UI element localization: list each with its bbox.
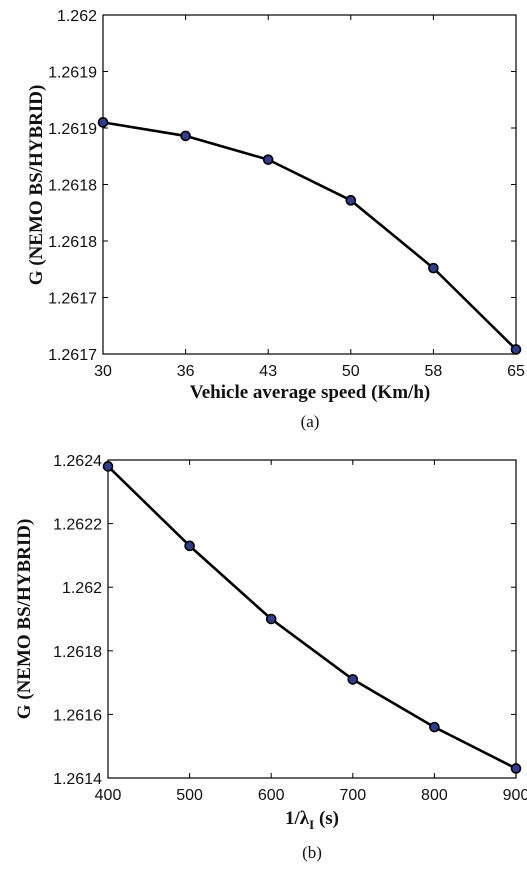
x-axis-title-b-subscript: I: [309, 817, 314, 832]
data-point: [97, 117, 109, 128]
x-tick-label: 800: [421, 787, 448, 804]
data-point: [184, 540, 195, 552]
y-tick-label: 1.2616: [53, 707, 102, 724]
data-point: [510, 763, 522, 774]
data-point: [429, 721, 440, 733]
plot-area-frame-b: [107, 459, 517, 779]
data-point: [102, 461, 114, 472]
y-tick-label: 1.2624: [53, 453, 102, 470]
x-tick-label: 400: [95, 787, 122, 804]
axis-ticks-a: 30 36 43 50 58 65 1.2617 1.2617 1.2618 1.2618 1.26…: [48, 8, 525, 380]
series-line: [102, 121, 517, 351]
x-axis-title-a: Vehicle average speed (Km/h): [190, 382, 430, 403]
data-point: [428, 262, 439, 274]
x-axis-title-b: 1/λI (s): [285, 808, 339, 832]
x-tick-label: 36: [177, 363, 195, 380]
y-tick-label: 1.262: [57, 8, 97, 25]
y-tick-label: 1.262: [62, 580, 102, 597]
data-point: [262, 154, 274, 165]
x-tick-label: 500: [176, 787, 203, 804]
x-tick-label: 43: [259, 363, 277, 380]
x-tick-label: 65: [507, 363, 525, 380]
series-line: [107, 465, 517, 770]
chart-a: 30 36 43 50 58 65 1.2617 1.2617 1.2618 1.2618 1.26…: [26, 8, 525, 431]
y-axis-title-b: G (NEMO BS/HYBRID): [14, 519, 35, 720]
x-tick-label: 50: [342, 363, 360, 380]
chart-b: 400 500 600 700 800 900 1.2614 1.2616 1.2618 1.26…: [14, 453, 527, 862]
y-tick-label: 1.2622: [53, 517, 102, 534]
series-a: [97, 117, 522, 355]
y-tick-label: 1.2619: [48, 121, 97, 138]
x-tick-label: 600: [258, 787, 285, 804]
y-tick-label: 1.2617: [48, 291, 97, 308]
y-tick-label: 1.2619: [48, 65, 97, 82]
x-axis-title-b-main: 1/λ: [285, 808, 310, 829]
y-axis-title-a: G (NEMO BS/HYBRID): [26, 85, 47, 286]
y-tick-label: 1.2618: [48, 178, 97, 195]
axis-ticks-b: 400 500 600 700 800 900 1.2614 1.2616 1.2618 1.26…: [53, 453, 527, 804]
x-axis-title-b-unit: (s): [314, 808, 339, 829]
caption-a: (a): [301, 412, 320, 431]
data-point: [510, 344, 522, 355]
x-tick-label: 700: [339, 787, 366, 804]
y-tick-label: 1.2618: [53, 644, 102, 661]
data-point: [345, 195, 357, 206]
y-tick-label: 1.2618: [48, 234, 97, 251]
x-tick-label: 58: [425, 363, 443, 380]
data-point: [180, 130, 191, 142]
y-tick-label: 1.2617: [48, 347, 97, 364]
x-tick-label: 30: [94, 363, 112, 380]
y-tick-label: 1.2614: [53, 771, 102, 788]
caption-b: (b): [302, 843, 322, 862]
data-point: [347, 674, 359, 685]
data-point: [265, 613, 277, 625]
plot-area-frame-a: [102, 14, 517, 355]
x-tick-label: 900: [503, 787, 527, 804]
series-b: [102, 461, 522, 774]
